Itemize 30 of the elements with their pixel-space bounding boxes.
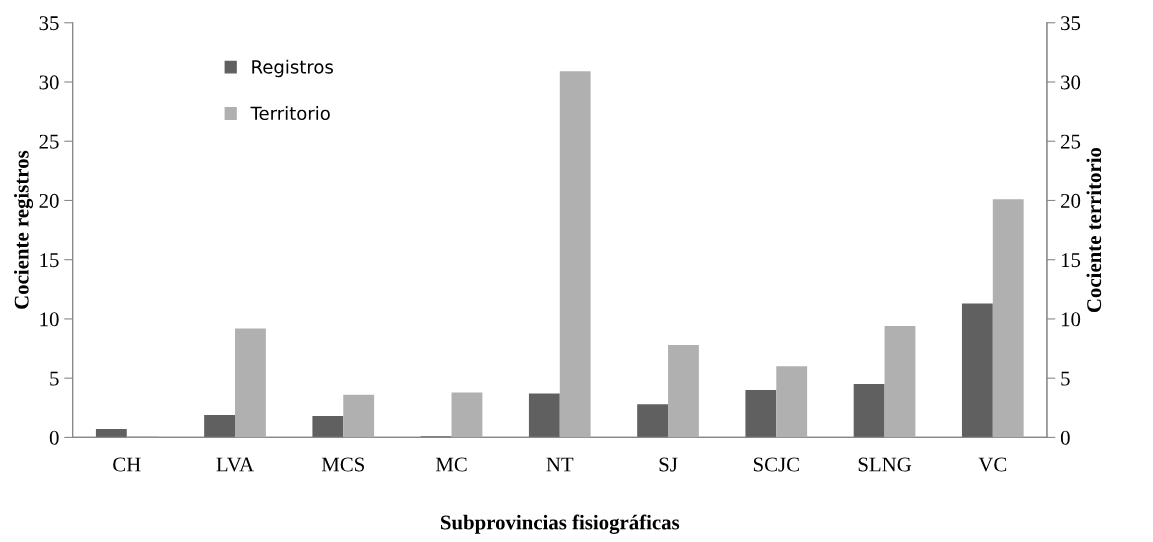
x-tick-label: SCJC (753, 457, 799, 472)
x-axis-title: Subprovincias fisiográficas (440, 514, 680, 534)
x-tick-label: CH (113, 457, 141, 472)
x-tick-label: SLNG (858, 457, 912, 472)
y-tick-label: 35 (39, 16, 59, 31)
y2-tick-label: 10 (1061, 312, 1081, 327)
x-tick-label: SJ (659, 457, 678, 472)
y2-tick-label: 30 (1061, 75, 1081, 90)
y2-tick-label: 15 (1061, 253, 1081, 268)
y2-tick-label: 5 (1061, 371, 1070, 386)
x-tick-label: VC (978, 457, 1007, 472)
x-tick-label: MC (435, 457, 467, 472)
x-tick-label: MCS (321, 457, 364, 472)
y-tick-label: 5 (50, 371, 59, 386)
x-tick-label: LVA (216, 457, 254, 472)
y2-tick-label: 0 (1060, 430, 1070, 445)
y-tick-label: 20 (39, 193, 59, 208)
y2-tick-label: 20 (1061, 193, 1081, 208)
y2-axis-title: Cociente territorio (1086, 147, 1102, 313)
x-tick-label: NT (546, 457, 574, 472)
legend-label: Registros (252, 59, 333, 78)
y-tick-label: 15 (40, 253, 59, 268)
y-tick-label: 10 (40, 312, 59, 327)
y-axis-title: Cociente registros (14, 150, 34, 309)
y2-tick-label: 35 (1061, 16, 1081, 31)
y-tick-label: 25 (39, 134, 59, 149)
y2-tick-label: 25 (1061, 134, 1081, 149)
legend-label: Territorio (250, 106, 330, 121)
y-tick-label: 0 (49, 430, 59, 445)
y-tick-label: 30 (39, 75, 59, 90)
